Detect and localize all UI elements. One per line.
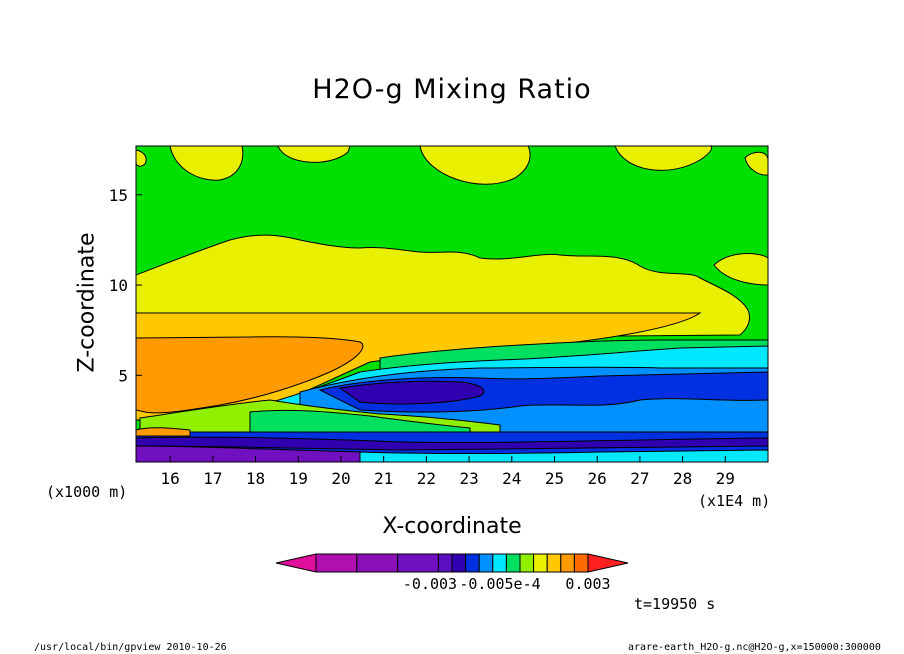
x-tick-label: 21 bbox=[374, 469, 393, 488]
colorbar-swatch bbox=[492, 553, 507, 573]
colorbar-tick-label: -0.005e-4 bbox=[459, 575, 540, 593]
contour-blob-top bbox=[169, 146, 244, 181]
chart-title: H2O-g Mixing Ratio bbox=[312, 74, 592, 105]
x-tick-label: 29 bbox=[716, 469, 735, 488]
plot-frame bbox=[135, 145, 769, 463]
colorbar-swatch bbox=[560, 553, 575, 573]
contour-band-yellow bbox=[713, 253, 768, 286]
x-axis-label: X-coordinate bbox=[382, 514, 522, 539]
x-ticks: 16 17 18 19 20 21 22 23 24 25 26 27 28 29 bbox=[161, 456, 735, 488]
contour-blob-top bbox=[419, 146, 531, 185]
contour-blob-top bbox=[744, 151, 768, 176]
colorbar-tick-label: 0.003 bbox=[565, 575, 610, 593]
contour-blob-top bbox=[614, 146, 713, 171]
x-tick-label: 22 bbox=[417, 469, 436, 488]
contour-field bbox=[136, 146, 768, 462]
contour-band-darkblue bbox=[338, 380, 485, 405]
colorbar-swatch bbox=[533, 553, 548, 573]
colorbar-swatch bbox=[546, 553, 562, 573]
y-axis-label: Z-coordinate bbox=[74, 232, 100, 373]
colorbar-swatch bbox=[397, 553, 439, 573]
x-tick-label: 24 bbox=[502, 469, 521, 488]
colorbar-low-arrow bbox=[275, 553, 317, 573]
contour-band-bottomdark bbox=[136, 436, 768, 451]
time-label: t=19950 s bbox=[634, 595, 716, 613]
colorbar-swatch bbox=[519, 553, 535, 573]
y-tick-label: 15 bbox=[109, 186, 128, 205]
contour-band-orange bbox=[136, 336, 364, 414]
contour-band-bottomcyan bbox=[359, 449, 768, 462]
x-tick-label: 19 bbox=[289, 469, 308, 488]
colorbar-swatch bbox=[573, 553, 589, 573]
colorbar-swatch bbox=[478, 553, 494, 573]
colorbar-swatch bbox=[356, 553, 399, 573]
colorbar-swatch bbox=[315, 553, 358, 573]
contour-blob-top bbox=[277, 146, 351, 163]
x-tick-label: 26 bbox=[588, 469, 607, 488]
colorbar-swatch bbox=[505, 553, 521, 573]
colorbar: -0.003 -0.005e-4 0.003 bbox=[275, 553, 629, 593]
x-axis-unit: (x1E4 m) bbox=[698, 492, 771, 510]
x-tick-label: 23 bbox=[459, 469, 478, 488]
colorbar-tick-label: -0.003 bbox=[403, 575, 457, 593]
x-tick-label: 27 bbox=[630, 469, 649, 488]
footer-left: /usr/local/bin/gpview 2010-10-26 bbox=[34, 642, 227, 653]
colorbar-swatch bbox=[437, 553, 453, 573]
y-axis-unit: (x1000 m) bbox=[46, 483, 128, 501]
colorbar-swatch bbox=[451, 553, 467, 573]
x-tick-label: 18 bbox=[246, 469, 265, 488]
x-tick-label: 17 bbox=[203, 469, 222, 488]
colorbar-swatch bbox=[465, 553, 480, 573]
x-tick-label: 16 bbox=[161, 469, 180, 488]
x-tick-label: 25 bbox=[545, 469, 564, 488]
y-tick-label: 5 bbox=[118, 366, 128, 385]
contour-band-orange2 bbox=[136, 427, 191, 437]
y-ticks: 5 10 15 bbox=[109, 186, 142, 385]
footer-right: arare-earth_H2O-g.nc@H2O-g,x=150000:3000… bbox=[628, 642, 881, 653]
x-tick-label: 20 bbox=[331, 469, 350, 488]
x-tick-label: 28 bbox=[673, 469, 692, 488]
colorbar-high-arrow bbox=[587, 553, 629, 573]
y-tick-label: 10 bbox=[109, 276, 128, 295]
